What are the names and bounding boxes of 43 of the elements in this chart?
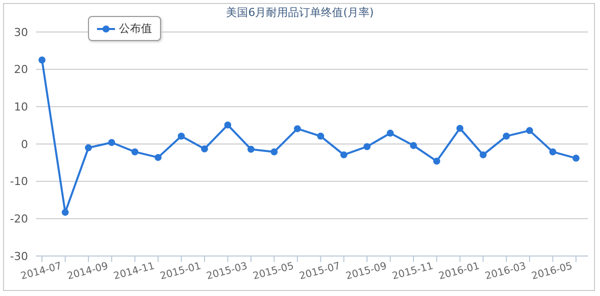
- x-tick-label: 2014-11: [112, 260, 156, 282]
- x-tick-label: 2016-05: [530, 260, 574, 282]
- x-tick-label: 2015-05: [252, 260, 296, 282]
- point: [456, 124, 464, 132]
- point: [270, 148, 278, 156]
- point: [62, 208, 69, 216]
- point: [224, 121, 232, 128]
- point: [502, 132, 510, 140]
- x-tick-label: 2014-09: [66, 260, 110, 282]
- point: [410, 142, 417, 149]
- point: [108, 139, 116, 146]
- legend-label: 公布值: [118, 21, 152, 36]
- point: [201, 145, 208, 152]
- y-tick-label: 0: [21, 138, 28, 151]
- point: [480, 151, 487, 158]
- point: [154, 154, 162, 161]
- x-tick-label: 2016-03: [484, 260, 528, 282]
- x-tick-label: 2015-11: [391, 260, 434, 282]
- point: [131, 148, 138, 156]
- point: [572, 154, 580, 162]
- point: [433, 158, 440, 165]
- point: [364, 143, 371, 150]
- point: [178, 132, 185, 140]
- point: [294, 125, 301, 132]
- point: [247, 146, 254, 153]
- y-tick-label: -20: [10, 212, 28, 226]
- x-tick-label: 2016-01: [438, 260, 481, 282]
- chart-title: 美国6月耐用品订单终值(月率): [225, 5, 375, 20]
- x-tick-label: 2015-09: [344, 260, 388, 282]
- point: [340, 151, 348, 158]
- y-tick-label: 20: [14, 63, 28, 76]
- y-tick-label: 30: [14, 26, 28, 39]
- point: [317, 132, 324, 140]
- y-tick-label: -10: [10, 175, 28, 188]
- y-tick-label: 10: [14, 100, 28, 114]
- x-tick-label: 2015-03: [205, 260, 249, 282]
- x-tick-label: 2015-01: [159, 260, 202, 282]
- point: [38, 56, 46, 64]
- y-tick-label: -30: [10, 250, 28, 263]
- point: [549, 148, 556, 156]
- point: [526, 127, 534, 134]
- point: [386, 130, 394, 137]
- point: [84, 144, 92, 152]
